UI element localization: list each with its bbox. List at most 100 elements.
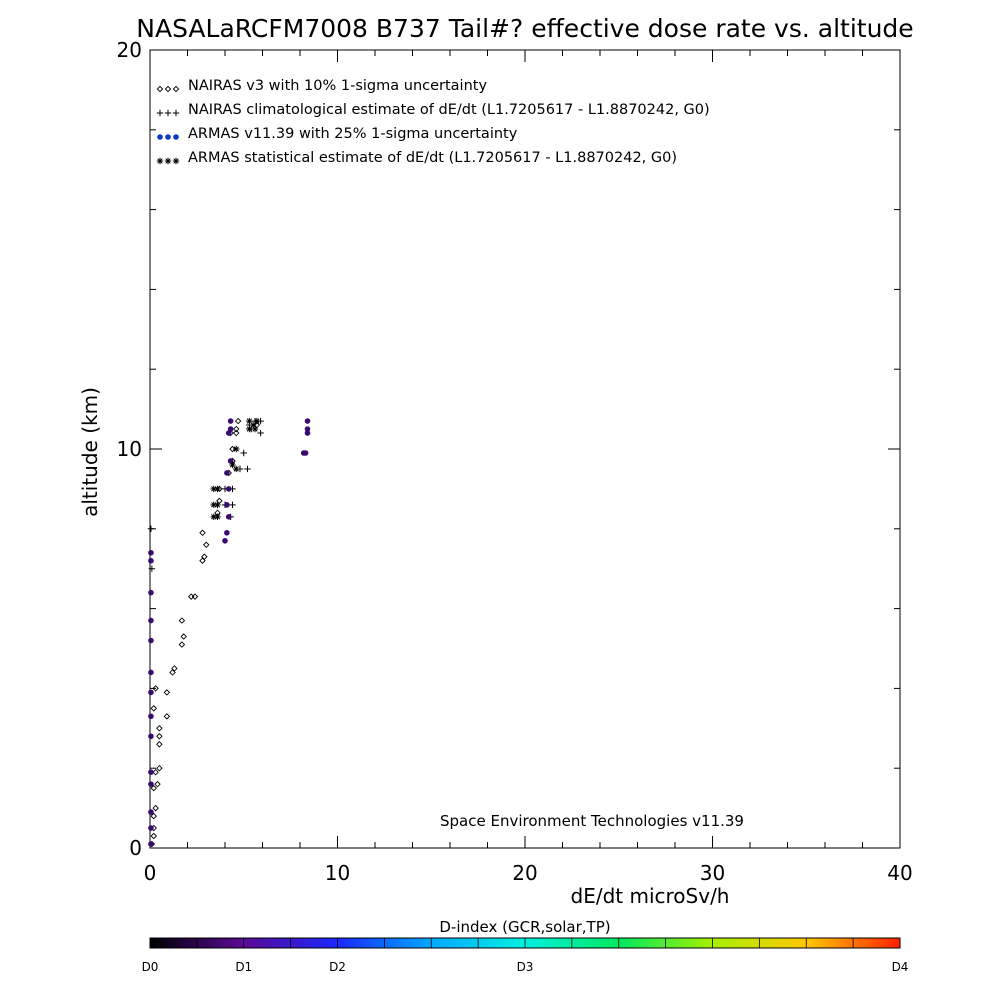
data-point: [165, 134, 171, 140]
legend-entry: ARMAS statistical estimate of dE/dt (L1.…: [156, 150, 677, 166]
data-point: [203, 541, 210, 548]
colorbar-ticks: D0 D1 D2 D3 D4: [142, 938, 909, 974]
data-point: [233, 425, 240, 433]
data-point: [156, 725, 163, 732]
colorbar-label: D1: [235, 960, 252, 974]
data-point: [156, 85, 164, 93]
data-point: [169, 669, 176, 676]
data-point: [249, 421, 257, 429]
data-point: [180, 633, 187, 640]
legend-label: NAIRAS climatological estimate of dE/dt …: [188, 102, 710, 118]
legend-entry: ARMAS v11.39 with 25% 1-sigma uncertaint…: [157, 126, 518, 142]
data-point: [156, 741, 163, 748]
data-series: [148, 418, 311, 847]
data-point: [148, 689, 154, 696]
y-tick-label: 0: [129, 836, 142, 860]
data-point: [244, 465, 251, 473]
data-point: [304, 426, 311, 432]
y-axis-title: altitude (km): [78, 387, 102, 517]
legend-entry: NAIRAS v3 with 10% 1-sigma uncertainty: [156, 78, 487, 94]
legend-entry: NAIRAS climatological estimate of dE/dt …: [156, 102, 710, 118]
data-point: [150, 812, 157, 820]
data-point: [148, 565, 156, 572]
data-point: [164, 157, 172, 165]
data-point: [191, 593, 199, 600]
data-point: [152, 685, 159, 692]
data-point: [152, 804, 159, 812]
data-point: [229, 445, 236, 453]
data-point: [304, 418, 311, 424]
plot-frame: [149, 49, 901, 849]
data-point: [163, 689, 171, 696]
data-point: [148, 549, 154, 556]
data-point: [201, 553, 208, 560]
data-point: [148, 733, 154, 740]
data-points: [147, 417, 311, 848]
colorbar-label: D2: [329, 960, 346, 974]
data-point: [233, 465, 240, 473]
x-tick-label: 20: [512, 861, 537, 885]
data-point: [148, 841, 154, 847]
data-point: [234, 417, 242, 425]
legend: NAIRAS v3 with 10% 1-sigma uncertainty NA…: [156, 78, 710, 166]
legend-label: ARMAS v11.39 with 25% 1-sigma uncertaint…: [188, 126, 518, 142]
data-point: [224, 502, 230, 508]
data-point: [199, 529, 206, 537]
data-point: [304, 430, 311, 436]
data-point: [210, 501, 217, 509]
data-series: [147, 417, 264, 572]
x-tick-label: 10: [325, 861, 350, 885]
data-point: [225, 486, 232, 492]
x-tick-label: 40: [887, 861, 912, 885]
data-point: [148, 669, 154, 676]
data-point: [246, 417, 253, 425]
data-point: [178, 617, 186, 624]
data-point: [148, 637, 154, 644]
data-point: [157, 134, 163, 140]
data-point: [227, 426, 234, 432]
data-point: [148, 617, 154, 624]
data-point: [229, 501, 236, 509]
data-point: [150, 784, 157, 792]
data-point: [178, 641, 186, 648]
data-point: [156, 733, 163, 740]
data-point: [253, 417, 261, 425]
data-point: [214, 501, 221, 509]
data-point: [251, 425, 259, 433]
data-point: [224, 529, 230, 536]
data-point: [302, 450, 309, 456]
data-point: [210, 485, 217, 493]
data-point: [171, 665, 178, 672]
data-point: [233, 429, 240, 437]
data-point: [148, 713, 154, 720]
y-tick-label: 10: [117, 437, 142, 461]
data-point: [227, 418, 234, 424]
data-point: [224, 470, 230, 476]
data-series: [210, 417, 261, 521]
data-point: [148, 825, 154, 831]
data-point: [257, 429, 264, 437]
data-point: [246, 425, 253, 433]
data-point: [172, 85, 180, 93]
data-point: [147, 525, 155, 532]
data-point: [188, 593, 195, 600]
data-point: [148, 557, 154, 564]
data-point: [150, 705, 157, 712]
legend-label: ARMAS statistical estimate of dE/dt (L1.…: [188, 150, 677, 166]
data-point: [210, 513, 217, 521]
x-axis-title: dE/dt microSv/h: [571, 884, 730, 908]
data-series: [148, 417, 261, 848]
chart-title: NASALaRCFM7008 B737 Tail#? effective dos…: [136, 14, 913, 43]
data-point: [173, 134, 179, 140]
colorbar-label: D0: [142, 960, 159, 974]
credit-annotation: Space Environment Technologies v11.39: [440, 812, 744, 830]
data-point: [172, 109, 180, 117]
data-point: [148, 589, 154, 596]
data-point: [229, 461, 236, 469]
data-point: [240, 449, 247, 457]
data-point: [199, 557, 206, 564]
data-point: [156, 157, 164, 165]
data-point: [214, 485, 221, 493]
colorbar-label: D4: [892, 960, 909, 974]
